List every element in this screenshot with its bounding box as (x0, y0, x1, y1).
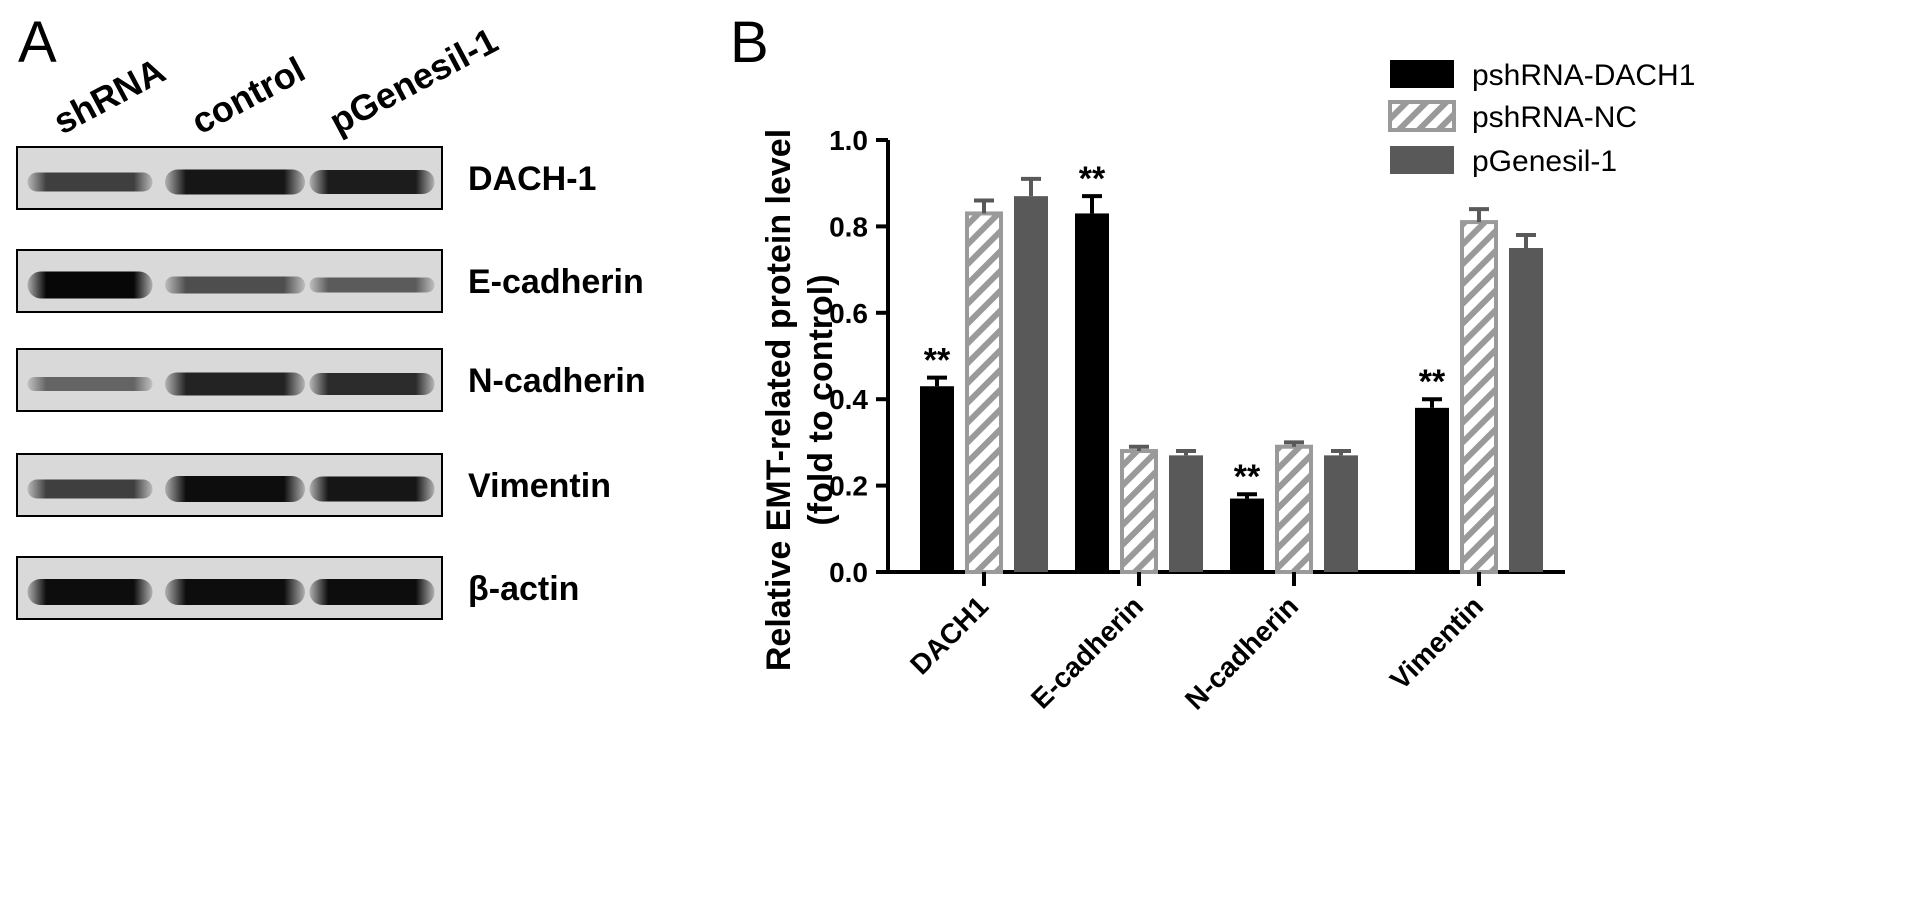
bar (1075, 213, 1109, 572)
panel-a-letter: A (18, 10, 57, 75)
bar-pshrna-nc-n-cadherin (1275, 440, 1313, 574)
blot-band (165, 276, 305, 294)
bar-pshrna-nc-dach1 (965, 198, 1003, 574)
blot-band (27, 579, 153, 605)
significance-marker: ** (1234, 458, 1261, 496)
bar-pshrna-nc-vimentin (1460, 207, 1498, 575)
bar (965, 211, 1003, 574)
blot-row-e-cadherin: E-cadherin (16, 249, 644, 313)
x-tick-label-e-cadherin: E-cadherin (1025, 590, 1149, 714)
protein-label-n-cadherin: N-cadherin (468, 362, 646, 400)
blot-band (165, 372, 305, 396)
bar (1014, 196, 1048, 572)
bar-pshrna-nc-e-cadherin (1120, 444, 1158, 575)
blot-band (309, 373, 435, 395)
legend-item-pgenesil-1: pGenesil-1 (1390, 145, 1617, 178)
bar-pshrna-dach1-e-cadherin (1075, 194, 1109, 572)
legend: pshRNA-DACH1 pshRNA-NC pGenesil-1 (1388, 59, 1695, 178)
blot-row-n-cadherin: N-cadherin (16, 348, 646, 412)
blot-band (309, 476, 435, 502)
bar-pgenesil-1-dach1 (1014, 176, 1048, 572)
blot-band (309, 277, 435, 293)
blot-row-dach-1: DACH-1 (16, 146, 596, 210)
y-tick-label: 0.0 (829, 557, 868, 588)
bar (1415, 407, 1449, 572)
y-tick-label: 0.4 (829, 384, 868, 415)
y-tick-label: 0.2 (829, 471, 868, 502)
bar (1230, 498, 1264, 572)
bar (1275, 444, 1313, 574)
blot-band (165, 579, 305, 605)
blot-band (27, 479, 153, 499)
protein-label-dach-1: DACH-1 (468, 160, 596, 198)
blot-band (27, 271, 153, 299)
significance-marker: ** (924, 342, 951, 380)
legend-item-pshrna-dach1: pshRNA-DACH1 (1390, 59, 1695, 92)
blot-band (309, 170, 435, 194)
significance-marker: ** (1079, 160, 1106, 198)
legend-label: pGenesil-1 (1472, 145, 1617, 178)
legend-item-pshrna-nc: pshRNA-NC (1388, 100, 1637, 134)
y-tick-label: 1.0 (829, 125, 868, 156)
lane-label-pgenesil: pGenesil-1 (323, 19, 505, 142)
plot-area: 0.0 0.2 0.4 0.6 0.8 1.0 DACH1 E-cadherin N-cadhe… (829, 125, 1565, 716)
blot-band (165, 169, 305, 195)
bar (920, 386, 954, 572)
y-axis-title-line1: Relative EMT-related protein level (760, 129, 798, 671)
bar (1120, 449, 1158, 575)
bar-pshrna-dach1-dach1 (920, 375, 954, 572)
bar-pgenesil-1-n-cadherin (1324, 449, 1358, 572)
protein-label-actin: β-actin (468, 570, 579, 608)
legend-label: pshRNA-NC (1472, 101, 1637, 134)
bar (1509, 248, 1543, 572)
legend-swatch (1390, 60, 1454, 88)
legend-label: pshRNA-DACH1 (1472, 59, 1695, 92)
blot-row-actin: β-actin (16, 556, 579, 620)
y-axis-title: Relative EMT-related protein level (fold… (760, 129, 840, 671)
bar-chart-panel: B Relative EMT-related protein level (fo… (730, 10, 1695, 716)
y-axis-title-line2: (fold to control) (802, 274, 840, 525)
blot-band (27, 172, 153, 192)
bar-pshrna-dach1-n-cadherin (1230, 492, 1264, 572)
bar (1169, 455, 1203, 572)
protein-label-vimentin: Vimentin (468, 467, 611, 505)
blot-rows: DACH-1 E-cadherin N-cadherin Vimentin β-acti… (16, 146, 646, 620)
blot-band (309, 579, 435, 605)
blot-band (165, 476, 305, 502)
x-tick-label-vimentin: Vimentin (1384, 590, 1489, 695)
western-blot-panel: A shRNA control pGenesil-1 DACH-1 E-cadheri… (16, 10, 646, 620)
lane-label-shrna: shRNA (47, 50, 172, 143)
y-tick-label: 0.8 (829, 211, 868, 242)
x-tick-label-n-cadherin: N-cadherin (1179, 590, 1304, 715)
panel-b-letter: B (730, 10, 769, 75)
bar (1324, 455, 1358, 572)
blot-band (27, 377, 153, 391)
protein-label-e-cadherin: E-cadherin (468, 263, 644, 301)
blot-row-vimentin: Vimentin (16, 453, 611, 517)
bar-pshrna-dach1-vimentin (1415, 397, 1449, 572)
legend-swatch (1388, 100, 1456, 132)
bar (1460, 220, 1498, 575)
legend-swatch (1390, 146, 1454, 174)
bar-pgenesil-1-e-cadherin (1169, 449, 1203, 572)
x-tick-label-dach1: DACH1 (904, 590, 994, 680)
y-tick-label: 0.6 (829, 298, 868, 329)
lane-labels: shRNA control pGenesil-1 (47, 19, 505, 142)
lane-label-control: control (185, 49, 312, 142)
bar-pgenesil-1-vimentin (1509, 233, 1543, 572)
significance-marker: ** (1419, 363, 1446, 401)
